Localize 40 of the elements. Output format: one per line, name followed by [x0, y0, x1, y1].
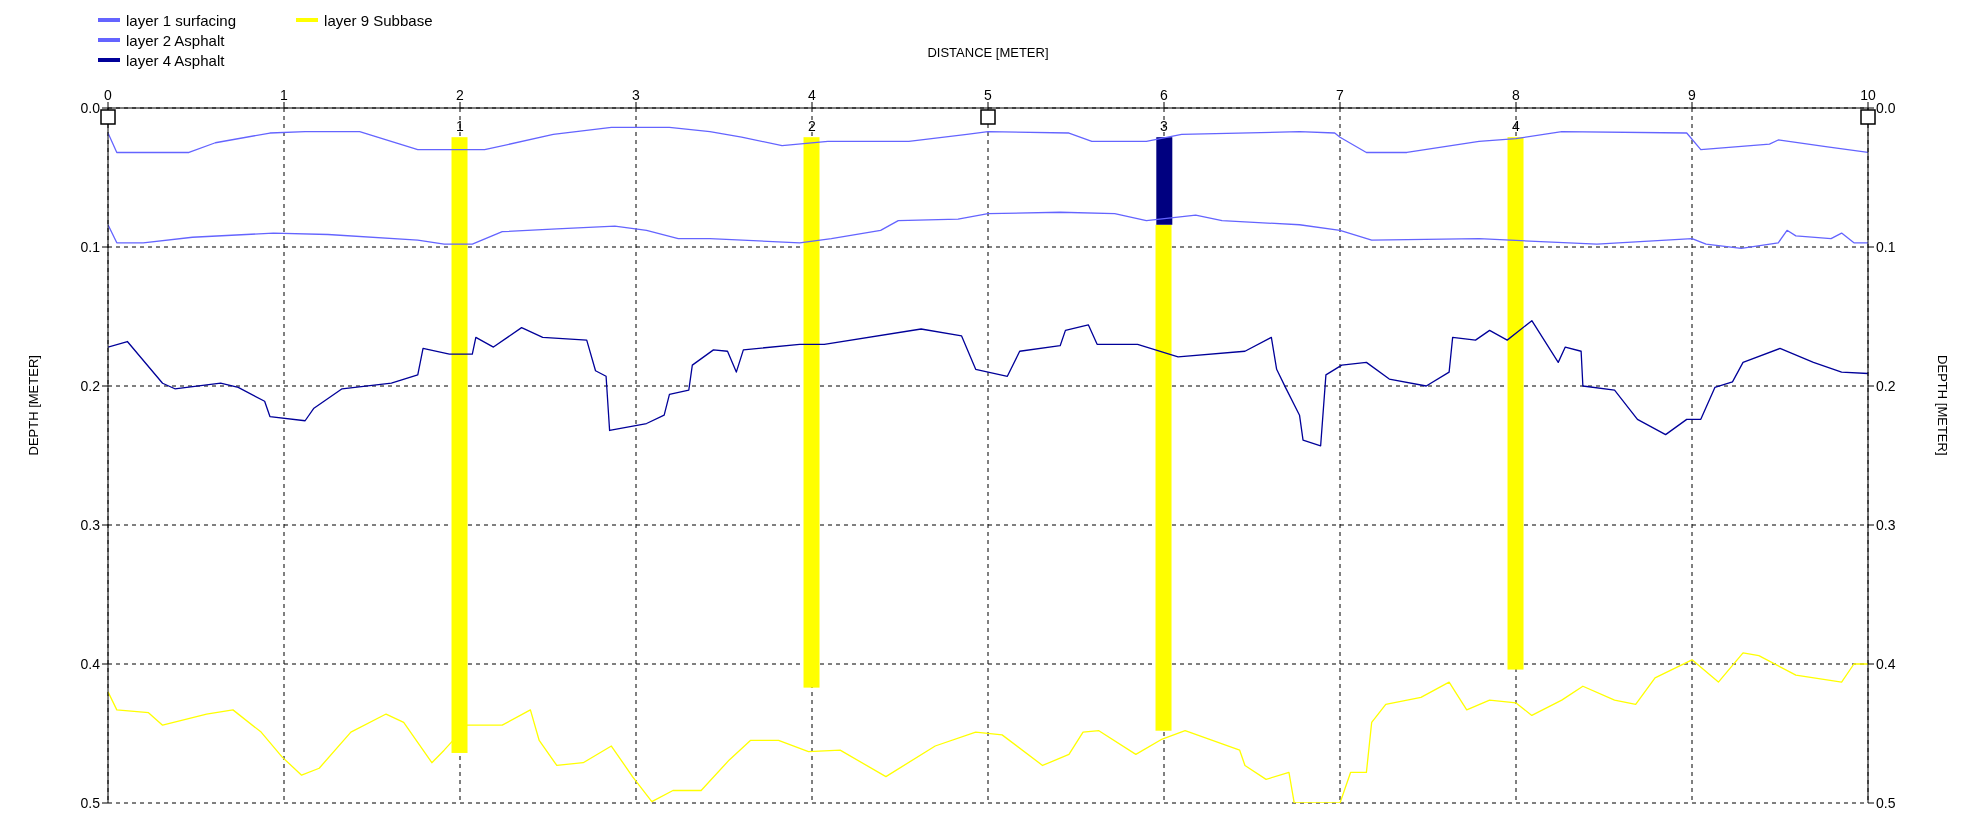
- y2-axis-title: DEPTH [METER]: [1935, 355, 1951, 456]
- line-series: [108, 320, 1868, 447]
- x-tick-label: 10: [1860, 87, 1876, 103]
- y2-tick-label: 0.4: [1876, 655, 1896, 672]
- y-tick-label: 0.2: [80, 377, 101, 394]
- x-tick-label: 9: [1688, 87, 1697, 103]
- y2-tick-label: 0.5: [1876, 794, 1896, 811]
- y-tick-label: 0.0: [80, 99, 101, 116]
- y-tick-label: 0.1: [80, 238, 101, 255]
- annotation: 4: [1512, 118, 1521, 135]
- y2-tick-label: 0.3: [1876, 516, 1896, 533]
- x-tick-label: 5: [984, 87, 993, 103]
- y2-tick-label: 0.2: [1876, 377, 1896, 394]
- x-tick-label: 1: [280, 87, 289, 103]
- bar: [1507, 137, 1524, 670]
- y2-tick-label: 0.1: [1876, 238, 1896, 255]
- x-tick-label: 2: [456, 87, 465, 103]
- bar: [1155, 224, 1172, 731]
- bar: [1156, 137, 1173, 225]
- legend-label: layer 4 Asphalt: [126, 51, 225, 69]
- x-tick-label: 8: [1512, 87, 1521, 103]
- y2-tick-label: 0.0: [1876, 99, 1896, 116]
- bar: [803, 137, 820, 688]
- y-tick-label: 0.4: [80, 655, 101, 672]
- x-tick-label: 3: [632, 87, 641, 103]
- x-tick-label: 4: [808, 87, 817, 103]
- annotation: 2: [808, 118, 817, 135]
- legend-label: layer 9 Subbase: [324, 11, 433, 29]
- x-tick-label: 7: [1336, 87, 1345, 103]
- x-tick-label: 6: [1160, 87, 1169, 103]
- x-axis-title: DISTANCE [METER]: [927, 45, 1049, 61]
- line-series: [108, 211, 1868, 250]
- y-axis-title: DEPTH [METER]: [25, 355, 41, 456]
- x-tick-label: 0: [104, 87, 113, 103]
- annotation: 3: [1160, 118, 1169, 135]
- y-tick-label: 0.5: [80, 794, 101, 811]
- y-tick-label: 0.3: [80, 516, 101, 533]
- legend-label: layer 1 surfacing: [126, 11, 237, 29]
- annotation: 1: [456, 118, 465, 135]
- legend-label: layer 2 Asphalt: [126, 31, 225, 49]
